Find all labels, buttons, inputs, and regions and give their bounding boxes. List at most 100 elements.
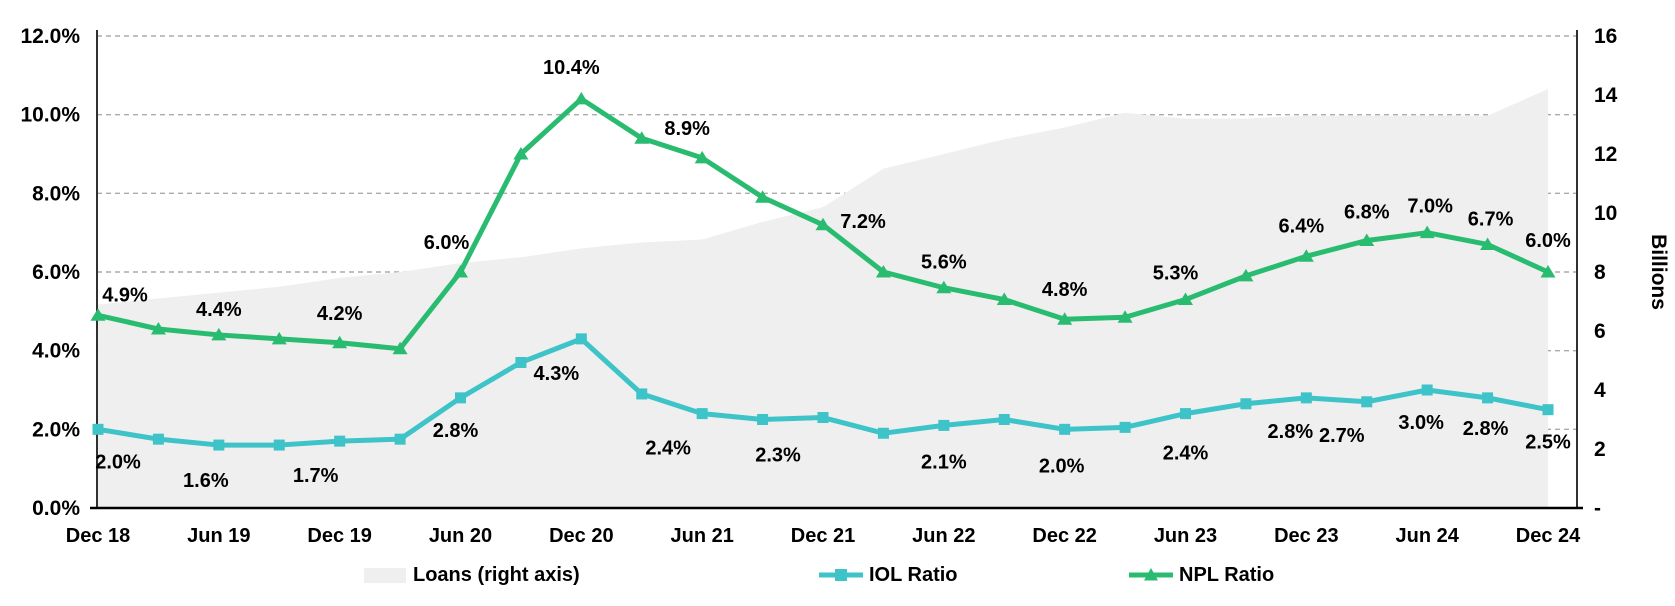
data-label: 2.7% — [1319, 425, 1365, 447]
npl-marker — [90, 308, 106, 321]
svg-text:12.0%: 12.0% — [20, 25, 80, 48]
svg-text:Dec 23: Dec 23 — [1274, 525, 1339, 547]
svg-text:Jun 21: Jun 21 — [670, 525, 733, 547]
data-label: 2.3% — [755, 445, 801, 467]
iol-marker — [696, 408, 708, 420]
iol-marker — [1542, 404, 1554, 416]
data-label: 2.5% — [1525, 432, 1571, 454]
svg-text:0.0%: 0.0% — [32, 497, 80, 520]
data-label: 4.4% — [196, 299, 242, 321]
right-axis-tick-labels: 16 14 12 10 8 6 4 2 - — [1594, 25, 1618, 520]
npl-marker — [815, 217, 831, 231]
svg-text:10.0%: 10.0% — [20, 104, 80, 127]
npl-marker — [1117, 310, 1133, 323]
npl-data-labels: 4.9% 4.4% 4.2% 6.0% 10.4% 8.9% 7.2% 5.6% 4.8% 5.3… — [102, 57, 1571, 325]
data-label: 4.9% — [102, 284, 148, 306]
data-label: 7.0% — [1407, 196, 1453, 218]
npl-marker — [875, 265, 891, 278]
npl-marker — [513, 147, 529, 160]
npl-marker — [453, 265, 469, 278]
data-label: 3.0% — [1398, 412, 1444, 434]
data-label: 6.4% — [1279, 215, 1325, 237]
billions-axis-title: Billions — [1647, 234, 1670, 310]
iol-marker — [92, 423, 104, 435]
data-label: 4.2% — [317, 303, 363, 325]
iol-marker — [1240, 398, 1252, 410]
svg-text:-: - — [1594, 497, 1601, 520]
svg-text:2: 2 — [1594, 438, 1606, 461]
data-label: 2.8% — [433, 420, 479, 442]
iol-marker — [394, 433, 406, 445]
svg-text:Jun 20: Jun 20 — [429, 525, 492, 547]
svg-text:Dec 21: Dec 21 — [791, 525, 856, 547]
npl-marker — [634, 131, 650, 144]
data-label: 2.0% — [1039, 455, 1085, 477]
svg-text:Jun 22: Jun 22 — [912, 525, 975, 547]
npl-marker — [1238, 268, 1254, 282]
npl-marker — [1540, 265, 1556, 278]
iol-marker — [1482, 392, 1494, 404]
svg-text:Dec 22: Dec 22 — [1032, 525, 1097, 547]
svg-text:Jun 23: Jun 23 — [1154, 525, 1217, 547]
loans-area-swatch-icon — [362, 562, 408, 588]
data-label: 6.8% — [1344, 202, 1390, 224]
npl-ratio-line-series — [90, 91, 1556, 355]
svg-text:2.0%: 2.0% — [32, 418, 80, 441]
iol-data-labels: 2.0% 1.6% 1.7% 2.8% 4.3% 2.4% 2.3% 2.1% 2.0% 2.4%… — [95, 363, 1571, 492]
legend: Loans (right axis) IOL Ratio NPL Ratio — [0, 560, 1675, 594]
iol-marker — [757, 414, 769, 425]
iol-marker — [515, 356, 527, 368]
npl-marker — [755, 190, 771, 203]
legend-label-npl: NPL Ratio — [1179, 563, 1275, 586]
iol-marker — [1119, 421, 1131, 433]
npl-marker — [1480, 237, 1496, 250]
data-label: 2.4% — [645, 438, 691, 460]
npl-marker — [996, 292, 1012, 306]
data-label: 2.0% — [95, 451, 141, 473]
npl-marker — [392, 341, 408, 355]
npl-marker — [573, 91, 589, 105]
data-label: 4.8% — [1042, 279, 1088, 301]
svg-text:Dec 24: Dec 24 — [1516, 525, 1581, 547]
data-label: 1.6% — [183, 470, 229, 492]
iol-line-swatch-icon — [818, 562, 864, 588]
svg-text:16: 16 — [1594, 25, 1617, 48]
iol-marker — [938, 419, 950, 431]
right-axis-title: Billions — [1647, 234, 1670, 310]
iol-marker — [273, 439, 285, 451]
x-axis-tick-labels: Dec 18 Jun 19 Dec 19 Jun 20 Dec 20 Jun 21 Dec … — [66, 525, 1581, 547]
npl-marker — [332, 335, 348, 349]
npl-marker — [694, 150, 710, 164]
npl-line-swatch-icon — [1128, 562, 1174, 588]
npl-marker — [1419, 225, 1435, 239]
npl-marker — [211, 327, 227, 341]
data-label: 1.7% — [293, 465, 339, 487]
legend-label-iol: IOL Ratio — [869, 563, 958, 586]
iol-marker — [636, 388, 648, 400]
svg-text:12: 12 — [1594, 143, 1617, 166]
svg-text:14: 14 — [1594, 84, 1618, 107]
data-label: 2.8% — [1268, 421, 1314, 443]
iol-ratio-line-series — [92, 333, 1554, 451]
data-label: 5.3% — [1153, 263, 1199, 285]
npl-marker — [1359, 233, 1375, 247]
npl-marker — [1178, 292, 1194, 306]
svg-text:6: 6 — [1594, 320, 1606, 343]
iol-marker — [213, 439, 225, 451]
iol-marker — [1421, 384, 1433, 396]
npl-marker — [271, 331, 287, 345]
iol-marker — [998, 414, 1010, 425]
left-axis-tick-labels: 12.0% 10.0% 8.0% 6.0% 4.0% 2.0% 0.0% — [20, 25, 80, 520]
svg-text:4: 4 — [1594, 379, 1606, 402]
iol-marker — [152, 433, 164, 445]
iol-marker — [1059, 423, 1071, 435]
iol-marker — [334, 435, 346, 447]
legend-item-loans: Loans (right axis) — [362, 560, 580, 590]
svg-text:8.0%: 8.0% — [32, 182, 80, 205]
iol-marker — [455, 392, 467, 404]
svg-text:Dec 19: Dec 19 — [307, 525, 372, 547]
iol-marker — [1361, 396, 1373, 408]
svg-text:4.0%: 4.0% — [32, 340, 80, 363]
iol-marker — [1180, 408, 1192, 420]
